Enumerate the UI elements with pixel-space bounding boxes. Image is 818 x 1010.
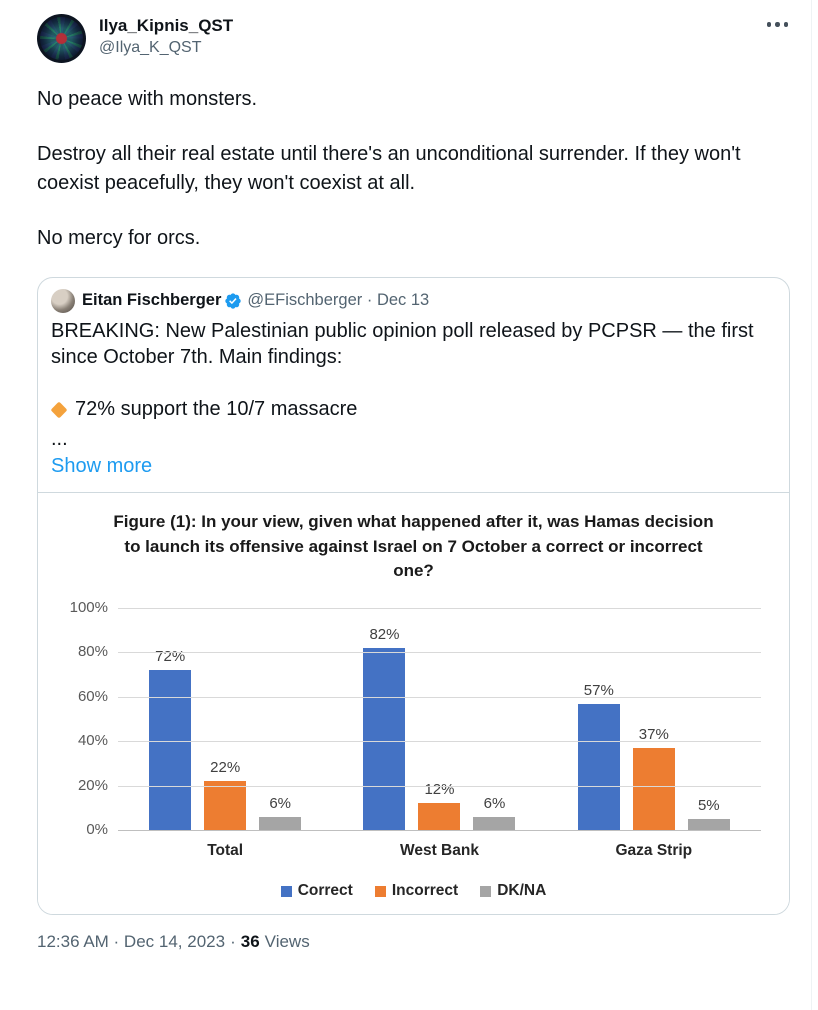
bar-dk-na	[687, 818, 730, 831]
bar-value-label: 6%	[483, 794, 506, 812]
legend-item: Correct	[280, 882, 353, 900]
legend-item: DK/NA	[480, 882, 546, 900]
gridline	[118, 652, 761, 654]
quoted-tweet-date: Dec 13	[376, 291, 430, 310]
bar-wrap: 82%	[363, 608, 406, 831]
bar-value-label: 82%	[369, 626, 400, 644]
gridline	[118, 830, 761, 832]
bar-group: 82% 12% 6%	[363, 608, 516, 831]
bar-value-label: 37%	[638, 725, 669, 743]
show-more-link[interactable]: Show more	[51, 454, 153, 477]
bar-value-label: 22%	[210, 759, 241, 777]
bar-correct	[577, 703, 620, 831]
legend-label: DK/NA	[497, 882, 547, 900]
tweet-paragraph: Destroy all their real estate until ther…	[37, 143, 741, 194]
tweet-footer: 12:36 AM · Dec 14, 2023 · 36 Views	[37, 915, 790, 966]
y-axis-tick-label: 60%	[77, 687, 108, 705]
quote-ellipsis: ...	[51, 427, 68, 450]
meta-separator: ·	[366, 291, 373, 310]
y-axis-tick-label: 40%	[77, 732, 108, 750]
y-axis-tick-label: 100%	[69, 599, 108, 617]
gridline	[118, 696, 761, 698]
timestamp: 12:36 AM · Dec 14, 2023	[37, 932, 226, 952]
bar-value-label: 6%	[269, 794, 291, 812]
quoted-author-name[interactable]: Eitan Fischberger	[82, 291, 222, 310]
quoted-tweet-text: BREAKING: New Palestinian public opinion…	[38, 315, 789, 493]
legend-label: Incorrect	[391, 882, 459, 900]
x-axis-category-label: Total	[207, 842, 244, 860]
bar-dk-na	[473, 816, 516, 831]
footer-separator: ·	[230, 932, 236, 952]
tweet-header: Ilya_Kipnis_QST @Ilya_K_QST	[37, 14, 790, 63]
bar-correct	[363, 648, 406, 831]
x-axis-category-label: Gaza Strip	[615, 842, 693, 860]
bar-incorrect	[418, 803, 461, 831]
views-label: Views	[264, 932, 310, 952]
more-menu-icon[interactable]	[765, 14, 791, 35]
legend-swatch-icon	[374, 885, 386, 897]
chart-category-labels: Total West Bank Gaza Strip	[118, 830, 761, 860]
bar-wrap: 12%	[418, 608, 461, 831]
quoted-author-meta: @EFischberger · Dec 13	[247, 291, 429, 310]
quote-bullet-row: 72% support the 10/7 massacre	[50, 396, 774, 422]
views-count: 36	[240, 932, 260, 952]
bar-correct	[149, 670, 192, 831]
quote-bullet-text: 72% support the 10/7 massacre	[75, 398, 358, 421]
author-handle[interactable]: @Ilya_K_QST	[99, 39, 202, 56]
bar-group-cell: 72% 22% 6%	[118, 608, 332, 831]
bar-value-label: 57%	[583, 681, 614, 699]
gridline	[118, 785, 761, 787]
legend-label: Correct	[297, 882, 353, 900]
y-axis-tick-label: 80%	[77, 643, 108, 661]
gridline	[118, 608, 761, 610]
bar-wrap: 6%	[259, 608, 302, 831]
y-axis-tick-label: 0%	[86, 821, 108, 839]
bar-group: 72% 22% 6%	[149, 608, 302, 831]
bar-group-cell: 57% 37% 5%	[547, 608, 761, 831]
tweet-text: No peace with monsters. Destroy all thei…	[37, 85, 790, 253]
gridline	[118, 741, 761, 743]
bar-wrap: 5%	[687, 608, 730, 831]
author-name[interactable]: Ilya_Kipnis_QST	[99, 16, 234, 35]
chart-image[interactable]: Figure (1): In your view, given what hap…	[38, 492, 789, 915]
orange-diamond-icon	[50, 401, 68, 419]
author-block: Ilya_Kipnis_QST @Ilya_K_QST	[99, 14, 233, 58]
tweet: Ilya_Kipnis_QST @Ilya_K_QST No peace wit…	[37, 14, 790, 966]
tweet-paragraph: No peace with monsters.	[37, 88, 258, 110]
verified-badge-icon	[225, 292, 242, 309]
bar-incorrect	[632, 747, 675, 831]
bar-dk-na	[259, 816, 302, 831]
chart-title: Figure (1): In your view, given what hap…	[113, 512, 714, 581]
bar-wrap: 57%	[577, 608, 620, 831]
legend-swatch-icon	[280, 885, 292, 897]
bar-incorrect	[204, 781, 247, 831]
author-avatar[interactable]	[37, 14, 86, 63]
legend-item: Incorrect	[374, 882, 459, 900]
bar-wrap: 22%	[204, 608, 247, 831]
bar-group-cell: 82% 12% 6%	[332, 608, 546, 831]
quoted-author-avatar[interactable]	[51, 288, 75, 313]
column-divider	[811, 0, 812, 1010]
chart-legend: Correct Incorrect DK/NA	[50, 882, 777, 904]
chart-plot: 72% 22% 6% 82% 12% 6% 57% 37% 5% 0% 20% 40% 60% 80% 1…	[70, 599, 761, 838]
quoted-tweet-header: Eitan Fischberger @EFischberger · Dec 13	[38, 278, 789, 315]
quote-intro: BREAKING: New Palestinian public opinion…	[51, 319, 754, 368]
bar-group: 57% 37% 5%	[577, 608, 730, 831]
y-axis-tick-label: 20%	[77, 776, 108, 794]
bar-wrap: 72%	[149, 608, 192, 831]
tweet-paragraph: No mercy for orcs.	[37, 227, 201, 250]
bar-value-label: 5%	[697, 796, 720, 814]
bar-wrap: 6%	[473, 608, 516, 831]
quoted-author-handle: @EFischberger	[247, 291, 363, 310]
legend-swatch-icon	[480, 885, 492, 897]
x-axis-category-label: West Bank	[400, 842, 479, 860]
chart-groups: 72% 22% 6% 82% 12% 6% 57% 37% 5%	[118, 608, 761, 831]
quoted-tweet-card[interactable]: Eitan Fischberger @EFischberger · Dec 13…	[37, 276, 790, 916]
bar-wrap: 37%	[632, 608, 675, 831]
